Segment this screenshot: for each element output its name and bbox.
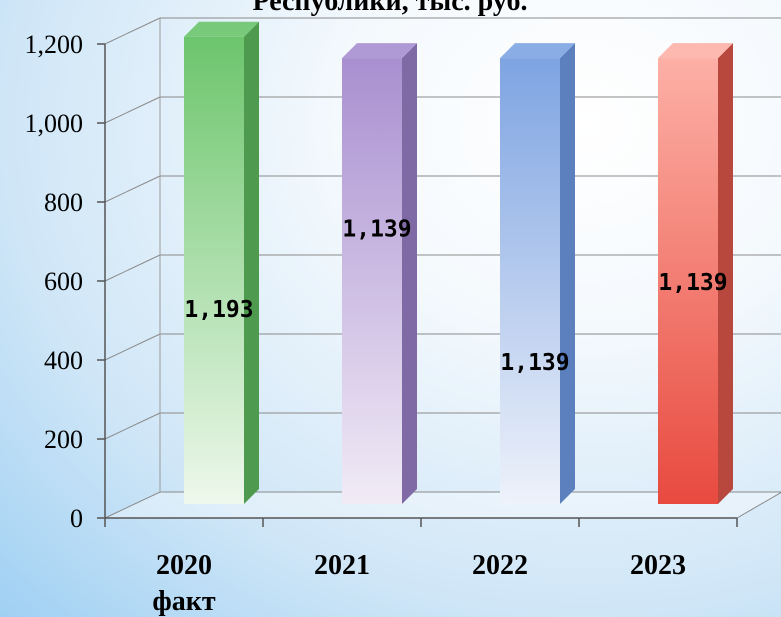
bar bbox=[658, 43, 733, 504]
gridline-side bbox=[104, 412, 161, 440]
y-tick-label: 600 bbox=[44, 267, 83, 296]
bar bbox=[342, 43, 417, 504]
gridline-side bbox=[104, 254, 161, 282]
x-axis-ticks: 2020 факт 2021 2022 2023 bbox=[152, 550, 686, 617]
y-tick-label: 800 bbox=[44, 188, 83, 217]
bar-front bbox=[658, 58, 718, 504]
bar-side bbox=[402, 43, 417, 504]
bar-top bbox=[500, 43, 575, 59]
gridline-side bbox=[104, 96, 161, 124]
gridline-side bbox=[104, 333, 161, 361]
y-axis-ticks: 0 200 400 600 800 1,000 1,200 bbox=[25, 30, 84, 533]
data-label: 1,193 bbox=[184, 297, 253, 323]
bar-front bbox=[342, 58, 402, 504]
x-tick-label: 2020 bbox=[156, 550, 212, 581]
bars: 1,193 1,139 1,139 1,139 bbox=[184, 21, 733, 504]
y-tick-label: 1,200 bbox=[25, 30, 84, 59]
chart-title: Республики, тыс. руб. bbox=[253, 0, 528, 17]
bar-side bbox=[244, 21, 259, 504]
data-label: 1,139 bbox=[658, 270, 727, 296]
x-tick-label: 2021 bbox=[314, 550, 370, 581]
gridline-side bbox=[104, 175, 161, 203]
x-tick-label: 2023 bbox=[630, 550, 686, 581]
y-tick-label: 0 bbox=[70, 504, 83, 533]
bar bbox=[184, 21, 259, 504]
bar-top bbox=[184, 21, 259, 37]
data-label: 1,139 bbox=[500, 350, 569, 376]
bar-front bbox=[184, 36, 244, 504]
bar-side bbox=[560, 43, 575, 504]
bar-top bbox=[658, 43, 733, 59]
gridline-side bbox=[104, 17, 161, 45]
bar bbox=[500, 43, 575, 504]
axes bbox=[97, 18, 781, 527]
data-label: 1,139 bbox=[342, 216, 411, 242]
bar-top bbox=[342, 43, 417, 59]
bar-side bbox=[718, 43, 733, 504]
y-tick-label: 1,000 bbox=[25, 109, 84, 138]
y-tick-label: 400 bbox=[44, 346, 83, 375]
x-tick-label: 2022 bbox=[472, 550, 528, 581]
x-tick-label-line2: факт bbox=[152, 586, 216, 617]
bar-front bbox=[500, 58, 560, 504]
y-tick-label: 200 bbox=[44, 425, 83, 454]
